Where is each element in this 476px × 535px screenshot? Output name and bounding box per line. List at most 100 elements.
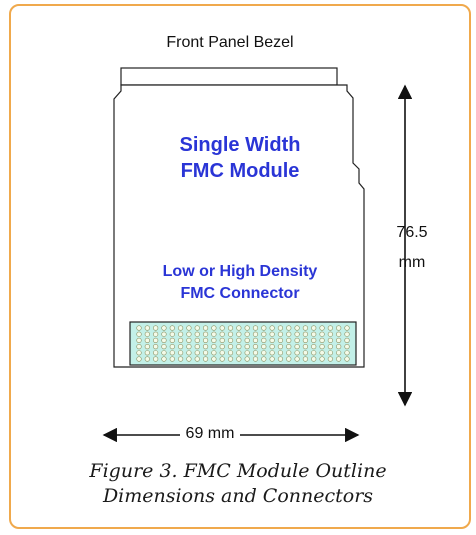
figure-caption-line1: Figure 3. FMC Module Outline (89, 460, 387, 482)
connector-pin (302, 356, 309, 362)
connector-pin (244, 337, 250, 344)
connector-pin (236, 344, 242, 350)
connector-pin (302, 325, 309, 331)
connector-pin (161, 337, 167, 344)
connector-pin (319, 356, 325, 362)
connector-pin (169, 356, 175, 362)
connector-pin (294, 344, 300, 350)
connector-pin (169, 350, 175, 356)
module-title: Single Width FMC Module (120, 132, 360, 184)
connector-pin (277, 344, 284, 350)
connector-pin (269, 350, 275, 356)
connector-title-line2: FMC Connector (180, 285, 300, 302)
connector-pin (269, 331, 275, 337)
bezel-label: Front Panel Bezel (166, 34, 294, 51)
connector-pin (294, 356, 300, 362)
connector-pin (136, 325, 142, 331)
connector-pin (277, 350, 284, 356)
connector-pin (336, 356, 342, 362)
connector-pin (261, 337, 267, 344)
connector-pin (252, 356, 259, 362)
connector-pin (294, 337, 300, 344)
connector-pin (211, 325, 217, 331)
connector-pin (261, 356, 267, 362)
front-panel-bezel (120, 67, 338, 86)
connector-pin (153, 344, 159, 350)
connector-pin (244, 350, 250, 356)
connector-pin (336, 325, 342, 331)
connector-pin (311, 350, 317, 356)
connector-pin (269, 344, 275, 350)
connector-pin (178, 325, 184, 331)
connector-pin (269, 337, 275, 344)
connector-pin (202, 331, 209, 337)
connector-pin (327, 337, 333, 344)
connector-pin (311, 356, 317, 362)
connector-pin (186, 350, 192, 356)
connector-pin (178, 350, 184, 356)
connector-pin (252, 331, 259, 337)
connector-pin (202, 325, 209, 331)
connector-pin (211, 344, 217, 350)
connector-pin (327, 331, 333, 337)
connector-pin (161, 344, 167, 350)
connector-pin (153, 356, 159, 362)
connector-pin (252, 344, 259, 350)
connector-pin (286, 350, 292, 356)
connector-pin (194, 344, 200, 350)
connector-pin (227, 331, 234, 337)
connector-pin (194, 325, 200, 331)
connector-pin (219, 356, 225, 362)
connector-pin (286, 331, 292, 337)
connector-pin (344, 337, 350, 344)
connector-pin (186, 325, 192, 331)
connector-pin (336, 337, 342, 344)
connector-pin (277, 331, 284, 337)
connector-pin (161, 356, 167, 362)
connector-pin (136, 350, 142, 356)
connector-pin (178, 337, 184, 344)
connector-pin-grid (136, 325, 350, 362)
connector-pin (219, 325, 225, 331)
connector-pin (161, 331, 167, 337)
connector-pin (186, 356, 192, 362)
connector-pin (227, 350, 234, 356)
connector-pin (169, 337, 175, 344)
connector-pin (144, 356, 150, 362)
connector-pin (236, 350, 242, 356)
connector-pin (202, 337, 209, 344)
connector-pin (194, 331, 200, 337)
connector-pin (236, 356, 242, 362)
connector-pin (169, 325, 175, 331)
connector-pin (194, 350, 200, 356)
height-dimension-label: 76.5 mm (382, 218, 442, 278)
figure-caption-line2: Dimensions and Connectors (102, 485, 374, 507)
connector-pin (194, 356, 200, 362)
connector-pin (244, 325, 250, 331)
connector-pin (294, 350, 300, 356)
connector-pin (244, 331, 250, 337)
connector-pin (211, 356, 217, 362)
connector-pin (144, 350, 150, 356)
connector-pin (252, 325, 259, 331)
connector-pin (277, 325, 284, 331)
connector-pin (178, 356, 184, 362)
connector-pin (311, 331, 317, 337)
connector-pin (336, 344, 342, 350)
connector-pin (202, 350, 209, 356)
connector-pin (327, 325, 333, 331)
connector-pin (219, 344, 225, 350)
connector-pin (178, 344, 184, 350)
connector-pin (252, 337, 259, 344)
connector-pin (344, 356, 350, 362)
connector-pin (227, 344, 234, 350)
connector-pin (186, 344, 192, 350)
connector-pin (153, 331, 159, 337)
height-dimension-unit: mm (398, 254, 426, 271)
connector-pin (261, 325, 267, 331)
connector-pin (344, 350, 350, 356)
connector-pin (144, 331, 150, 337)
connector-pin (286, 344, 292, 350)
connector-pin (153, 325, 159, 331)
